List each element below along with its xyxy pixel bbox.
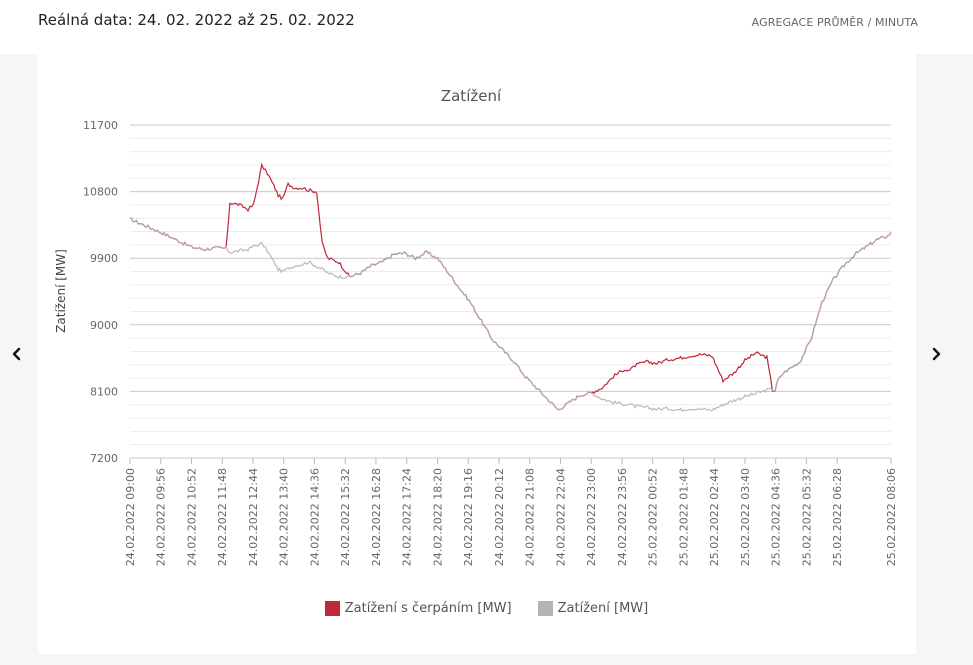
x-tick-label: 25.02.2022 04:36 [770,468,783,566]
x-tick-label: 24.02.2022 14:36 [308,468,321,566]
chart-panel [38,54,916,654]
y-tick-label: 9900 [90,252,118,265]
x-tick-label: 24.02.2022 12:44 [247,468,260,566]
x-tick-label: 24.02.2022 13:40 [278,468,291,566]
x-tick-label: 24.02.2022 16:28 [370,468,383,566]
x-tick-label: 24.02.2022 10:52 [185,468,198,566]
series-line-pumping [129,162,892,411]
chart-legend: Zatížení s čerpáním [MW] Zatížení [MW] [0,601,973,616]
x-tick-label: 24.02.2022 17:24 [401,468,414,566]
load-chart: Zatížení Zatížení [MW] 7200 8100 9000 9900 108… [54,87,898,566]
x-tick-label: 25.02.2022 03:40 [739,468,752,566]
x-tick-label: 25.02.2022 06:28 [831,468,844,566]
series-line-load [129,217,892,412]
x-tick-label: 24.02.2022 20:12 [493,468,506,566]
chevron-right-icon [932,347,941,361]
x-tick-label: 24.02.2022 23:56 [616,468,629,566]
legend-item-load[interactable]: Zatížení [MW] [537,601,649,616]
top-bar: Reálná data: 24. 02. 2022 až 25. 02. 202… [0,0,973,54]
x-tick-label: 24.02.2022 21:08 [524,468,537,566]
x-tick-label: 24.02.2022 11:48 [216,468,229,566]
chevron-left-icon [12,347,21,361]
x-tick-label: 25.02.2022 02:44 [708,468,721,566]
x-tick-label: 24.02.2022 19:16 [462,468,475,566]
x-tick-label: 25.02.2022 01:48 [677,468,690,566]
chart-title: Zatížení [441,87,502,105]
legend-label-pumping: Zatížení s čerpáním [MW] [344,601,512,616]
x-tick-label: 25.02.2022 08:06 [885,468,898,566]
legend-label-load: Zatížení [MW] [557,601,649,616]
y-tick-label: 9000 [90,319,118,332]
y-axis-label: Zatížení [MW] [54,249,68,333]
x-tick-label: 24.02.2022 22:04 [554,468,567,566]
x-tick-label: 24.02.2022 18:20 [431,468,444,566]
date-range-title: Reálná data: 24. 02. 2022 až 25. 02. 202… [38,11,355,29]
x-tick-label: 25.02.2022 05:32 [800,468,813,566]
y-tick-label: 7200 [90,452,118,465]
prev-button[interactable] [6,344,26,364]
y-tick-label: 10800 [83,186,118,199]
x-tick-label: 24.02.2022 09:00 [124,468,137,566]
legend-swatch-load [537,601,553,616]
x-tick-label: 24.02.2022 15:32 [339,468,352,566]
next-button[interactable] [927,344,947,364]
legend-item-pumping[interactable]: Zatížení s čerpáním [MW] [324,601,512,616]
legend-swatch-pumping [324,601,340,616]
x-tick-label: 25.02.2022 00:52 [647,468,660,566]
y-tick-label: 11700 [83,119,118,132]
aggregation-label[interactable]: AGREGACE PRŮMĚR / MINUTA [751,16,918,29]
x-tick-label: 24.02.2022 23:00 [585,468,598,566]
y-tick-label: 8100 [90,385,118,398]
x-tick-label: 24.02.2022 09:56 [155,468,168,566]
